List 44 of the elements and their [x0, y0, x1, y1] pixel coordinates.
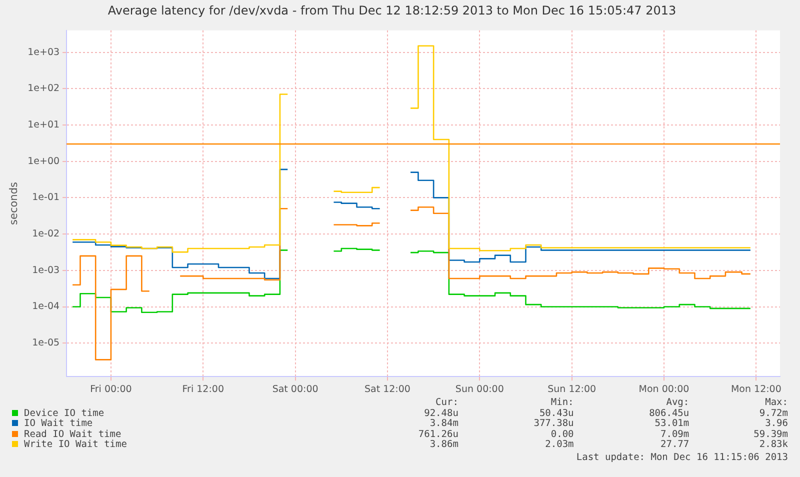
y-tick-label: 1e+02 [28, 83, 60, 94]
text: 3.86m [428, 439, 458, 450]
y-tick-label: 1e+01 [28, 119, 60, 130]
chart-title: Average latency for /dev/xvda - from Thu Dec 12 18:12:59 2013 to Mon Dec 16 15:05:47 2013 [108, 3, 676, 18]
text: 59.39m [752, 428, 788, 440]
text: Avg: [665, 397, 690, 408]
text: 0.00 [550, 428, 574, 440]
text: 377.38u [532, 418, 574, 430]
x-tick-label: Mon 00:00 [638, 384, 690, 395]
text: Min: [550, 397, 574, 408]
x-tick-label: Sun 00:00 [455, 384, 504, 395]
text: 7.09m [660, 428, 690, 440]
text: Last update: Mon Dec 16 11:15:06 2013 [575, 452, 788, 462]
x-tick-label: Mon 12:00 [730, 384, 782, 395]
legend-label: Write IO Wait time [24, 439, 127, 450]
text: 3.84m [428, 418, 458, 430]
y-tick-label: 1e-03 [32, 264, 60, 276]
text: 3.96 [764, 418, 788, 430]
x-tick-label: Sat 00:00 [272, 384, 318, 395]
text: 2.83k [758, 439, 788, 450]
x-tick-label: Fri 00:00 [90, 384, 132, 395]
text: 2.03m [544, 439, 574, 450]
x-tick-label: Sun 12:00 [548, 384, 596, 395]
text: 50.43u [538, 408, 574, 419]
legend-label: Read IO Wait time [24, 428, 122, 440]
y-tick-label: 1e+03 [28, 46, 60, 58]
y-tick-label: 1e-04 [32, 301, 60, 312]
text: Max: [764, 397, 788, 408]
x-tick-label: Fri 12:00 [182, 384, 224, 395]
text: Cur: [434, 397, 458, 408]
legend-label: IO Wait time [24, 418, 93, 429]
text: 27.77 [660, 439, 690, 450]
text: 761.26u [417, 428, 458, 440]
y-tick-label: 1e+00 [28, 156, 60, 167]
y-tick-label: 1e-02 [32, 228, 60, 240]
legend-label: Device IO time [24, 408, 104, 418]
y-tick-label: 1e-01 [32, 192, 60, 204]
text: 92.48u [423, 408, 458, 419]
text: 806.45u [648, 408, 690, 419]
y-axis-title: seconds [8, 182, 20, 225]
x-tick-label: Sat 12:00 [364, 384, 410, 395]
text: 53.01m [654, 418, 690, 430]
text: 9.72m [758, 408, 788, 419]
y-tick-label: 1e-05 [32, 338, 60, 349]
